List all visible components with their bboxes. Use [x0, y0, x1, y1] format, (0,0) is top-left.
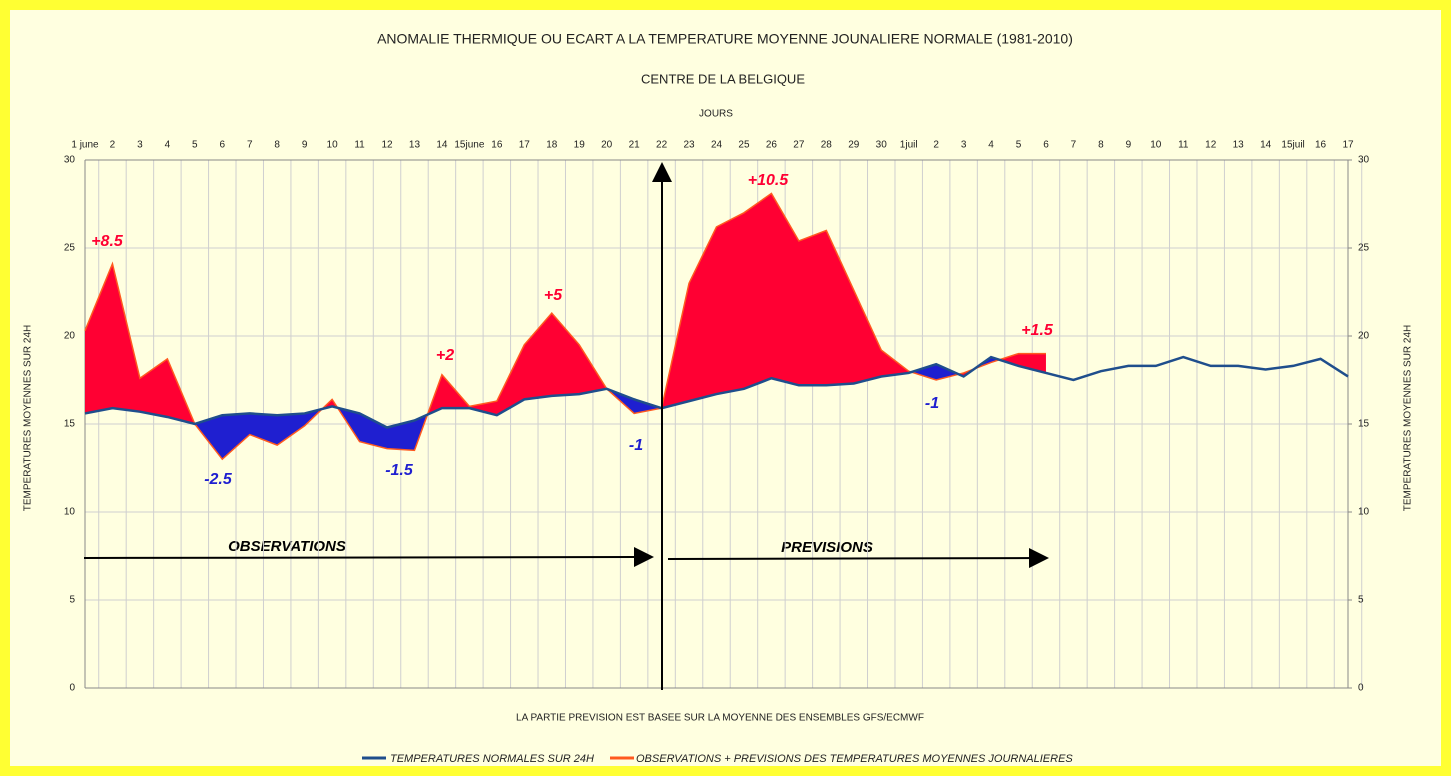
y-axis-label: TEMPERATURES MOYENNES SUR 24H — [23, 325, 34, 512]
x-tick-label: 26 — [766, 140, 778, 151]
y2-tick-label: 20 — [1358, 331, 1370, 342]
annotation: +1.5 — [1021, 322, 1054, 339]
annotation: -1 — [925, 395, 939, 412]
y-tick-label: 5 — [69, 595, 75, 606]
x-tick-label: 23 — [683, 140, 695, 151]
warm-anomaly — [85, 193, 1046, 428]
x-tick-label: 11 — [1178, 140, 1189, 151]
x-tick-label: 13 — [1233, 140, 1245, 151]
arrow — [83, 547, 654, 568]
x-tick-label: 28 — [821, 140, 833, 151]
x-tick-label: 24 — [711, 140, 723, 151]
x-tick-label: 7 — [247, 140, 253, 151]
x-tick-label: 21 — [629, 140, 641, 151]
x-tick-label: 17 — [1342, 140, 1354, 151]
x-tick-label: 18 — [546, 140, 558, 151]
legend-label: TEMPERATURES NORMALES SUR 24H — [390, 753, 594, 765]
x-tick-label: 8 — [1098, 140, 1104, 151]
y-tick-label: 0 — [69, 683, 75, 694]
y2-tick-label: 0 — [1358, 683, 1364, 694]
chart-title: ANOMALIE THERMIQUE OU ECART A LA TEMPERA… — [377, 31, 1073, 47]
x-tick-label: 29 — [848, 140, 860, 151]
y-tick-label: 25 — [64, 243, 76, 254]
y2-tick-label: 30 — [1358, 155, 1370, 166]
annotation: -2.5 — [204, 471, 233, 488]
x-tick-label: 30 — [876, 140, 888, 151]
x-tick-label: 3 — [137, 140, 143, 151]
x-tick-label: 1juil — [900, 140, 918, 151]
x-tick-label: 2 — [933, 140, 939, 151]
x-tick-label: 13 — [409, 140, 421, 151]
x-tick-label: 16 — [491, 140, 503, 151]
x-tick-label: 25 — [738, 140, 750, 151]
x-tick-label: 15june — [454, 140, 484, 151]
annotation: +2 — [436, 347, 454, 364]
chart-subtitle: CENTRE DE LA BELGIQUE — [641, 71, 805, 86]
period-label: OBSERVATIONS — [228, 538, 346, 555]
x-tick-label: 22 — [656, 140, 668, 151]
y2-tick-label: 5 — [1358, 595, 1364, 606]
x-tick-label: 16 — [1315, 140, 1327, 151]
y2-tick-label: 15 — [1358, 419, 1370, 430]
x-tick-label: 19 — [574, 140, 586, 151]
annotation: +10.5 — [748, 172, 790, 189]
x-tick-label: 14 — [436, 140, 448, 151]
series-line — [84, 192, 1046, 461]
x-tick-label: 6 — [1043, 140, 1049, 151]
x-tick-label: 7 — [1071, 140, 1077, 151]
x-tick-label: 27 — [793, 140, 805, 151]
y2-axis-label: TEMPERATURES MOYENNES SUR 24H — [1403, 325, 1414, 512]
y2-tick-label: 25 — [1358, 243, 1370, 254]
x-tick-label: 10 — [327, 140, 339, 151]
x-tick-label: 10 — [1150, 140, 1162, 151]
y-tick-label: 30 — [64, 155, 76, 166]
note: LA PARTIE PREVISION EST BASEE SUR LA MOY… — [516, 713, 924, 724]
series-line — [84, 355, 1349, 429]
x-tick-label: 12 — [381, 140, 393, 151]
x-tick-label: 5 — [1016, 140, 1022, 151]
x-axis-label: JOURS — [699, 109, 733, 120]
x-tick-label: 4 — [988, 140, 994, 151]
arrow — [667, 548, 1049, 569]
annotation: -1 — [629, 437, 643, 454]
x-tick-label: 14 — [1260, 140, 1272, 151]
x-tick-label: 1 june — [71, 140, 99, 151]
y-tick-label: 10 — [64, 507, 76, 518]
x-tick-label: 12 — [1205, 140, 1217, 151]
y-tick-label: 15 — [64, 419, 76, 430]
x-tick-label: 5 — [192, 140, 198, 151]
x-tick-label: 6 — [220, 140, 226, 151]
y-tick-label: 20 — [64, 331, 76, 342]
x-tick-label: 11 — [354, 140, 365, 151]
x-tick-label: 20 — [601, 140, 613, 151]
x-tick-label: 4 — [165, 140, 171, 151]
x-tick-label: 9 — [302, 140, 308, 151]
y2-tick-label: 10 — [1358, 507, 1370, 518]
annotation: +8.5 — [91, 233, 124, 250]
annotation: +5 — [544, 287, 563, 304]
x-tick-label: 17 — [519, 140, 531, 151]
legend-label: OBSERVATIONS + PREVISIONS DES TEMPERATUR… — [636, 753, 1073, 765]
x-tick-label: 15juil — [1281, 140, 1304, 151]
x-tick-label: 9 — [1126, 140, 1132, 151]
x-tick-label: 3 — [961, 140, 967, 151]
x-tick-label: 8 — [274, 140, 280, 151]
x-tick-label: 2 — [110, 140, 116, 151]
annotation: -1.5 — [385, 462, 414, 479]
period-label: PREVISIONS — [781, 539, 873, 556]
